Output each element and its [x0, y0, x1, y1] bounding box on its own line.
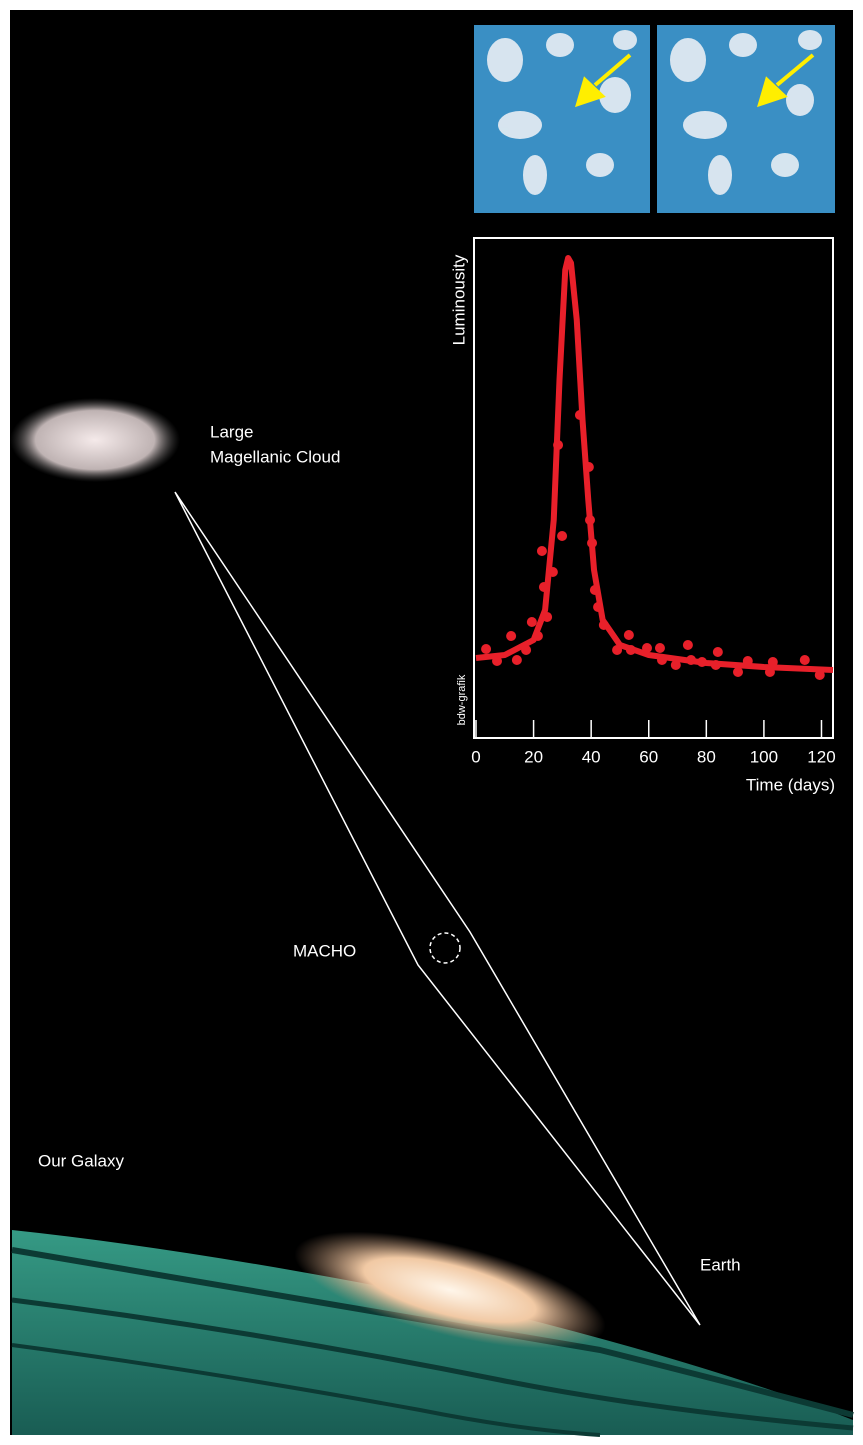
data-point: [654, 643, 665, 653]
earth-label: Earth: [700, 1255, 741, 1274]
sight-lines: [174, 491, 701, 1326]
y-axis-label: Luminousity: [449, 254, 468, 345]
x-tick-label: 0: [471, 747, 480, 766]
data-point: [799, 655, 810, 665]
lmc-label: Magellanic Cloud: [210, 447, 340, 466]
background: [10, 10, 853, 1435]
data-point: [511, 655, 522, 665]
x-tick-label: 100: [750, 747, 778, 766]
x-tick-label: 120: [807, 747, 835, 766]
fit-curve: [475, 255, 834, 673]
data-point: [536, 546, 547, 556]
data-point: [506, 631, 517, 641]
data-point: [526, 617, 537, 627]
data-point: [732, 667, 743, 677]
lmc-cloud: [10, 398, 180, 482]
x-tick-label: 80: [697, 747, 716, 766]
x-axis-label: Time (days): [746, 775, 835, 794]
lmc-label: Large: [210, 422, 253, 441]
data-point: [623, 630, 634, 640]
data-point: [670, 660, 681, 670]
galaxy-label: Our Galaxy: [38, 1151, 124, 1170]
data-point: [712, 647, 723, 657]
x-tick-label: 40: [582, 747, 601, 766]
data-point: [682, 640, 693, 650]
data-point: [557, 531, 568, 541]
macho-label: MACHO: [293, 941, 356, 960]
top-images: [474, 25, 835, 213]
x-tick-label: 20: [524, 747, 543, 766]
data-point: [481, 644, 492, 654]
plot-frame: [473, 237, 834, 739]
x-tick-label: 60: [639, 747, 658, 766]
credit: bdw-grafik: [456, 674, 468, 725]
galaxy: [11, 1230, 854, 1437]
